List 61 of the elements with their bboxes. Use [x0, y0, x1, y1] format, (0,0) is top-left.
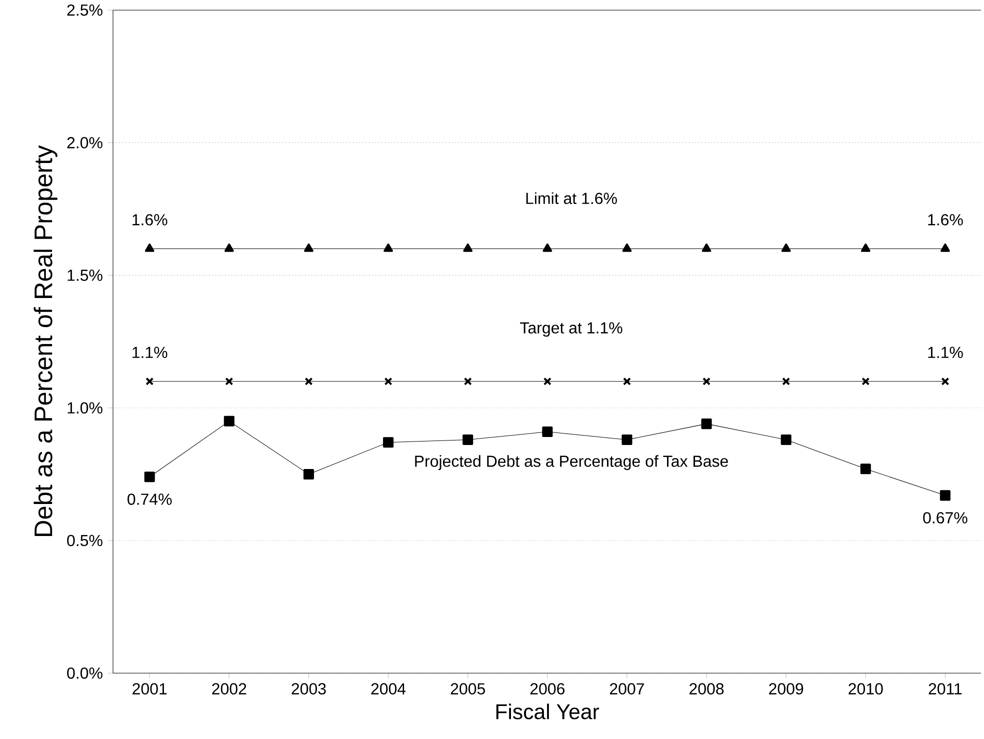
x-tick-label: 2007 — [610, 683, 644, 694]
point — [542, 426, 553, 437]
y-tick-label: 2.0% — [67, 136, 102, 148]
data-label: 1.1% — [132, 346, 168, 358]
text: Limit at 1.6% — [526, 192, 617, 204]
y-tick-label: 0.0% — [67, 667, 102, 679]
point — [781, 243, 791, 252]
y-tick-label: 2.5% — [67, 4, 102, 16]
point — [542, 243, 552, 252]
data-label: 0.67% — [923, 512, 968, 524]
x-axis-title: Fiscal Year — [496, 704, 600, 720]
point — [941, 377, 950, 386]
point — [146, 377, 154, 386]
point — [622, 377, 631, 386]
point — [543, 377, 552, 386]
point — [862, 377, 870, 386]
point — [702, 377, 711, 386]
point — [144, 472, 155, 482]
text: Target at 1.1% — [520, 322, 622, 337]
point — [144, 243, 154, 252]
point — [860, 464, 871, 474]
x-tick-label: 2005 — [450, 683, 485, 694]
x-tick-label: 2009 — [769, 683, 804, 694]
point — [622, 434, 632, 445]
point — [384, 377, 392, 386]
point — [224, 243, 234, 252]
x-tick-label: 2002 — [212, 683, 246, 694]
point — [304, 243, 314, 252]
x-tick-label: 2006 — [530, 683, 564, 694]
point — [304, 377, 313, 386]
point — [225, 377, 234, 386]
point — [782, 377, 790, 386]
y-axis-title: Debt as a Percent of Real Property — [34, 145, 58, 536]
x-tick-label: 2011 — [928, 683, 962, 694]
x-tick-label: 2003 — [292, 683, 326, 694]
data-label: 0.74% — [128, 494, 172, 505]
data-label: 1.6% — [928, 214, 963, 226]
point — [702, 243, 712, 252]
x-tick-label: 2001 — [132, 683, 167, 694]
point — [940, 243, 950, 252]
point — [701, 418, 712, 430]
series-label: Projected Debt as a Percentage of Tax Base — [415, 455, 728, 470]
point — [780, 434, 792, 445]
point — [464, 377, 472, 386]
point — [940, 490, 950, 501]
point — [462, 434, 474, 445]
point — [384, 243, 393, 252]
point — [224, 416, 234, 426]
point — [622, 243, 632, 252]
point — [303, 468, 314, 480]
x-tick-label: 2010 — [848, 683, 883, 694]
y-tick-label: 0.5% — [67, 534, 102, 546]
x-tick-label: 2008 — [690, 683, 724, 694]
point — [860, 243, 870, 252]
x-tick-label: 2004 — [371, 683, 406, 694]
y-tick-label: 1.0% — [68, 402, 102, 414]
point — [463, 243, 473, 252]
point — [383, 437, 394, 448]
y-tick-label: 1.5% — [68, 270, 102, 281]
data-label: 1.6% — [132, 214, 168, 226]
data-label: 1.1% — [928, 346, 963, 358]
